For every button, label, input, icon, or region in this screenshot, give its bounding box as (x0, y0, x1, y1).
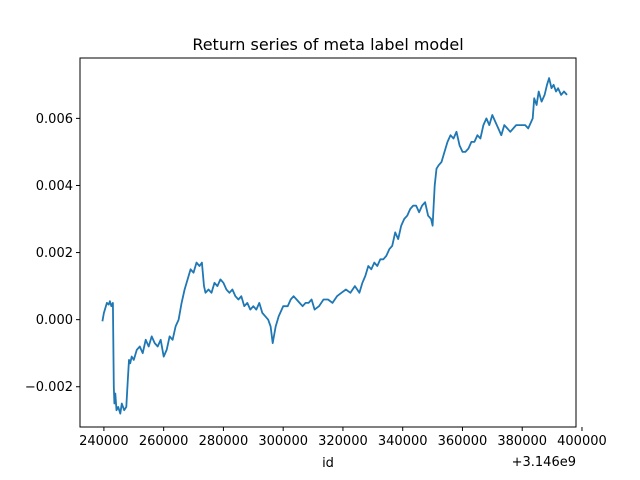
axes-frame (79, 57, 577, 428)
axes (79, 57, 577, 428)
x-tick-label: 400000 (557, 434, 607, 449)
y-tick-label: 0.000 (36, 313, 73, 328)
x-tick-label: 240000 (79, 434, 129, 449)
y-axis: −0.002 0.000 0.002 0.004 0.006 (25, 112, 80, 395)
x-tick-label: 340000 (378, 434, 428, 449)
x-axis-label: id (322, 456, 334, 471)
y-tick-label: 0.004 (36, 179, 73, 194)
x-tick-label: 300000 (258, 434, 308, 449)
x-axis-offset-label: +3.146e9 (512, 455, 576, 470)
y-tick-label: 0.002 (36, 246, 73, 261)
x-tick-label: 380000 (497, 434, 547, 449)
x-axis: 240000 260000 280000 300000 320000 340000 3600… (79, 427, 607, 449)
y-tick-label: −0.002 (25, 380, 73, 395)
x-tick-label: 260000 (139, 434, 189, 449)
chart-title: Return series of meta label model (192, 35, 463, 54)
series-line (101, 77, 568, 415)
x-tick-label: 280000 (199, 434, 249, 449)
y-tick-label: 0.006 (36, 112, 73, 127)
x-tick-label: 360000 (438, 434, 488, 449)
x-tick-label: 320000 (318, 434, 368, 449)
